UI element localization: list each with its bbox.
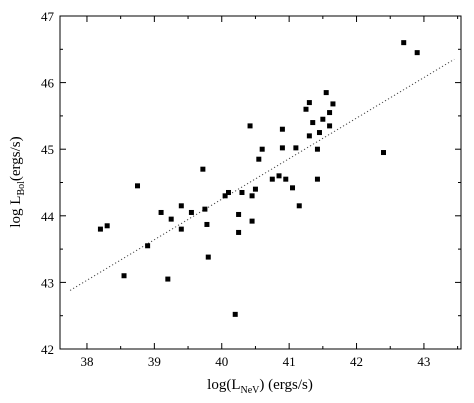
data-point — [327, 123, 333, 129]
data-point — [239, 189, 245, 195]
y-tick-label: 42 — [41, 342, 54, 357]
data-point — [121, 273, 127, 279]
y-axis-label: log LBol(ergs/s) — [8, 136, 27, 227]
x-tick-label: 39 — [148, 354, 161, 369]
data-point — [178, 226, 184, 232]
data-point — [158, 209, 164, 215]
data-point — [188, 209, 194, 215]
y-tick-label: 45 — [41, 142, 54, 157]
data-point — [380, 150, 386, 156]
data-point — [232, 311, 238, 317]
data-point — [204, 221, 210, 227]
y-tick-label: 47 — [41, 9, 55, 24]
data-point — [279, 126, 285, 132]
data-point — [316, 130, 322, 136]
data-point — [306, 133, 312, 139]
data-point — [330, 101, 336, 107]
data-point — [269, 176, 275, 182]
data-point — [401, 40, 407, 46]
fit-line — [69, 58, 455, 291]
data-point — [279, 145, 285, 151]
data-point — [178, 203, 184, 209]
x-axis-label-subscript: NeV — [240, 385, 260, 396]
tick-labels: 38 39 40 41 42 43 42 43 44 45 46 47 — [41, 9, 430, 369]
x-tick-label: 43 — [417, 354, 430, 369]
data-point — [104, 223, 110, 229]
data-point — [145, 243, 151, 249]
x-tick-label: 42 — [350, 354, 363, 369]
data-point — [293, 145, 299, 151]
y-axis-label-subscript: Bol — [16, 181, 27, 196]
data-point — [327, 110, 333, 116]
data-point — [225, 189, 231, 195]
y-tick-label: 44 — [41, 209, 55, 224]
data-point — [310, 120, 316, 126]
plot-frame — [59, 15, 462, 350]
y-tick-label: 46 — [41, 76, 55, 91]
data-point — [252, 186, 258, 192]
data-point — [256, 156, 262, 162]
data-point — [314, 146, 320, 152]
data-point — [306, 100, 312, 106]
data-point — [205, 254, 211, 260]
data-point — [283, 176, 289, 182]
data-point — [236, 229, 242, 235]
data-point — [165, 276, 171, 282]
data-points — [97, 40, 420, 317]
data-point — [247, 123, 253, 129]
y-tick-label: 43 — [41, 275, 54, 290]
data-point — [303, 106, 309, 112]
axis-ticks — [60, 15, 461, 350]
data-point — [323, 90, 329, 96]
x-tick-label: 38 — [80, 354, 93, 369]
data-point — [320, 116, 326, 122]
data-point — [222, 193, 228, 199]
data-point — [202, 206, 208, 212]
data-point — [249, 193, 255, 199]
data-point — [236, 211, 242, 217]
x-axis-label: log(LNeV) (ergs/s) — [207, 377, 313, 396]
data-point — [276, 173, 282, 179]
data-point — [259, 146, 265, 152]
data-point — [168, 216, 174, 222]
x-tick-label: 40 — [215, 354, 228, 369]
data-point — [296, 203, 302, 209]
x-tick-label: 41 — [283, 354, 296, 369]
data-point — [314, 176, 320, 182]
data-point — [249, 218, 255, 224]
data-point — [414, 50, 420, 56]
data-point — [97, 226, 103, 232]
data-point — [200, 166, 206, 172]
data-point — [135, 183, 141, 189]
data-point — [290, 185, 296, 191]
